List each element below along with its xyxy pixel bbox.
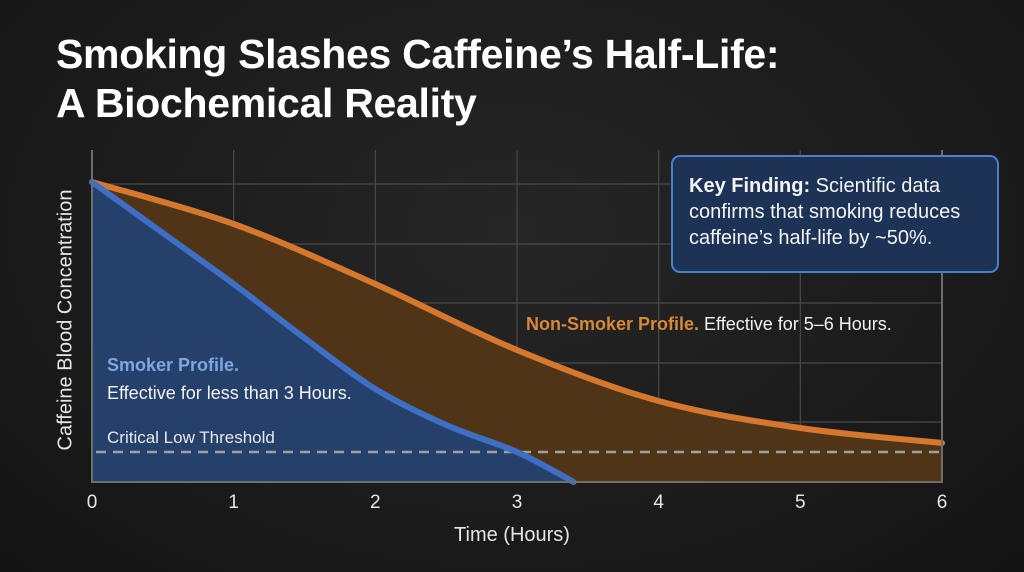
x-tick-label: 0 bbox=[86, 492, 98, 513]
smoker-profile-label: Smoker Profile. bbox=[107, 355, 240, 375]
y-axis-label: Caffeine Blood Concentration bbox=[54, 189, 77, 451]
x-tick-label: 2 bbox=[370, 492, 381, 513]
non-smoker-curve bbox=[89, 179, 945, 446]
chart-title: Smoking Slashes Caffeine’s Half-Life: A … bbox=[56, 30, 780, 128]
callout-text: Scientific data confirms that smoking re… bbox=[689, 175, 961, 249]
axis-lines bbox=[91, 150, 943, 483]
x-tick-label: 3 bbox=[511, 492, 523, 513]
x-axis-label: Time (Hours) bbox=[454, 524, 570, 546]
non-smoker-profile-annotation: Non-Smoker Profile. Effective for 5–6 Ho… bbox=[526, 314, 892, 335]
x-tick-label: 4 bbox=[653, 492, 664, 513]
non-smoker-profile-description: Effective for 5–6 Hours. bbox=[699, 314, 892, 334]
x-tick-label: 6 bbox=[936, 492, 948, 513]
key-finding-callout: Key Finding: Scientific data confirms th… bbox=[671, 155, 999, 273]
smoker-curve bbox=[89, 179, 577, 485]
non-smoker-profile-label: Non-Smoker Profile. bbox=[526, 314, 700, 334]
threshold-label: Critical Low Threshold bbox=[107, 428, 275, 447]
x-tick-label: 1 bbox=[228, 492, 239, 513]
x-tick-label: 5 bbox=[795, 492, 806, 513]
smoker-area bbox=[92, 182, 574, 482]
title-line-1: Smoking Slashes Caffeine’s Half-Life: bbox=[56, 31, 780, 77]
callout-label: Key Finding: bbox=[689, 175, 811, 197]
title-line-2: A Biochemical Reality bbox=[56, 80, 477, 126]
smoker-profile-description: Effective for less than 3 Hours. bbox=[107, 383, 352, 403]
